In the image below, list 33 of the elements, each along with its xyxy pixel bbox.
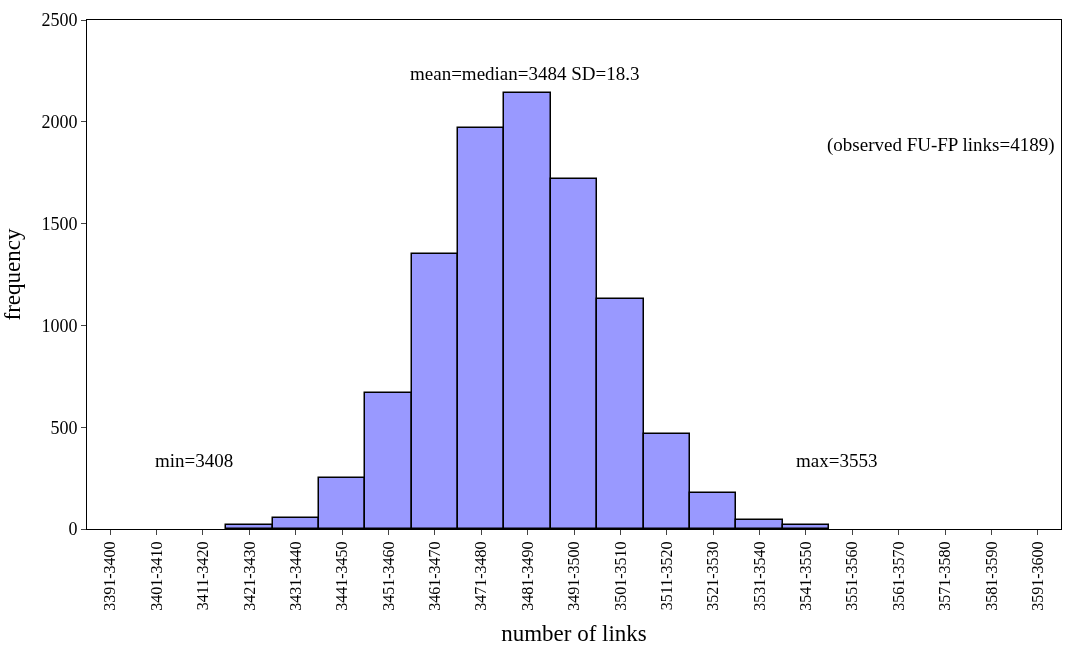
x-tick-label: 3491-3500 bbox=[565, 541, 583, 611]
x-tick-label: 3591-3600 bbox=[1029, 541, 1047, 611]
y-tick-label: 500 bbox=[50, 417, 78, 438]
x-axis-title: number of links bbox=[501, 621, 647, 647]
x-tick-label: 3461-3470 bbox=[426, 541, 444, 611]
y-tick-label: 2500 bbox=[41, 10, 78, 31]
x-tick-label: 3481-3490 bbox=[518, 541, 536, 611]
x-tick-label: 3561-3570 bbox=[889, 541, 907, 611]
y-tick-label: 1000 bbox=[41, 315, 78, 336]
y-tick-label: 0 bbox=[68, 519, 78, 540]
x-tick-label: 3541-3550 bbox=[797, 541, 815, 611]
x-tick-label: 3401-3410 bbox=[147, 541, 165, 611]
x-tick-label: 3431-3440 bbox=[286, 541, 304, 611]
y-axis-title: frequency bbox=[0, 228, 25, 321]
x-tick-label: 3441-3450 bbox=[333, 541, 351, 611]
x-tick-label: 3421-3430 bbox=[240, 541, 258, 611]
x-tick-label: 3501-3510 bbox=[611, 541, 629, 611]
x-tick-label: 3571-3580 bbox=[936, 541, 954, 611]
x-tick-label: 3581-3590 bbox=[982, 541, 1000, 611]
x-tick-label: 3451-3460 bbox=[379, 541, 397, 611]
annotation: mean=median=3484 SD=18.3 bbox=[410, 63, 640, 84]
annotation: min=3408 bbox=[155, 450, 234, 471]
x-tick-label: 3531-3540 bbox=[750, 541, 768, 611]
annotation: max=3553 bbox=[796, 450, 878, 471]
x-tick-label: 3511-3520 bbox=[657, 541, 675, 611]
x-tick-label: 3411-3420 bbox=[194, 541, 212, 611]
x-tick-label: 3391-3400 bbox=[101, 541, 119, 611]
y-tick-label: 2000 bbox=[41, 112, 78, 133]
annotation: (observed FU-FP links=4189) bbox=[827, 134, 1055, 156]
x-tick-label: 3551-3560 bbox=[843, 541, 861, 611]
x-tick-label: 3521-3530 bbox=[704, 541, 722, 611]
y-tick-label: 1500 bbox=[41, 213, 78, 234]
x-tick-label: 3471-3480 bbox=[472, 541, 490, 611]
